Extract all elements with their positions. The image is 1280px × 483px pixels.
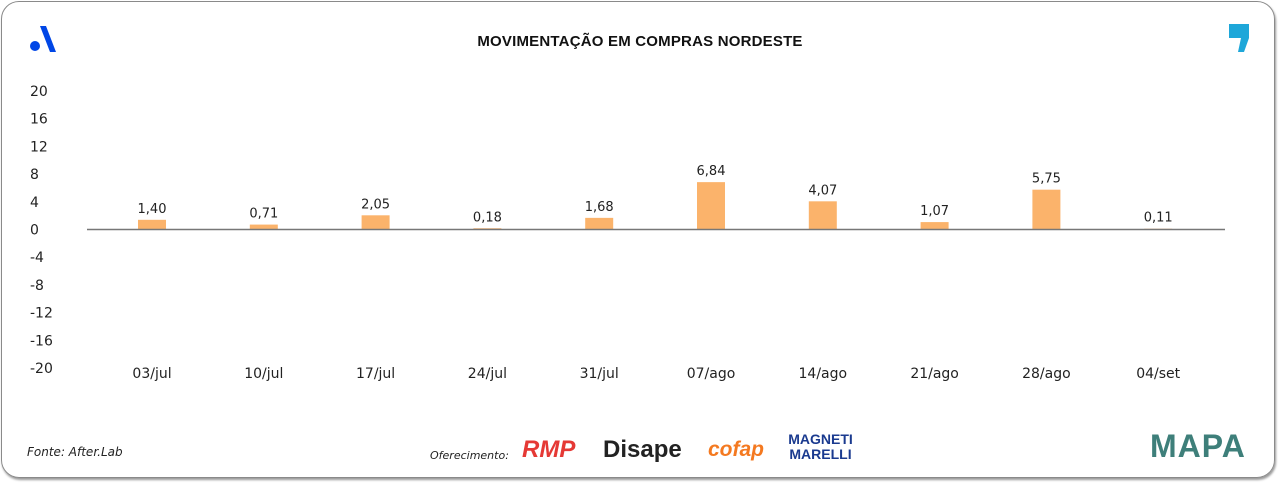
x-tick-label: 21/ago [910,366,959,382]
y-tick-label: -4 [30,250,44,266]
sponsor-logo-rmp: RMP [522,436,576,463]
data-label: 6,84 [697,164,726,179]
x-tick-label: 14/ago [799,366,848,382]
sponsor-logo-cofap: cofap [708,438,765,461]
sponsor-logo-magneti-marelli: MAGNETI MARELLI [788,431,853,462]
x-tick-label: 04/set [1136,366,1180,382]
x-tick-label: 10/jul [244,366,283,382]
data-label: 4,07 [808,183,837,198]
data-label: 1,40 [138,202,167,217]
sponsor-logo-disape: Disape [603,436,682,463]
y-tick-label: -12 [30,306,53,322]
x-tick-label: 03/jul [132,366,171,382]
chart-title: MOVIMENTAÇÃO EM COMPRAS NORDESTE [477,33,803,50]
source-text: Fonte: After.Lab [27,445,123,459]
y-tick-label: 0 [30,223,39,239]
y-tick-label: -20 [30,361,53,377]
data-label: 5,75 [1032,172,1061,187]
x-tick-label: 07/ago [687,366,736,382]
y-tick-label: -16 [30,333,53,349]
x-tick-label: 31/jul [580,366,619,382]
x-tick-label: 17/jul [356,366,395,382]
bar [920,222,949,230]
bar [585,217,614,230]
quote-logo-icon [1228,24,1252,54]
y-tick-label: 16 [30,112,48,128]
bar [361,215,390,230]
bar [808,201,837,230]
y-tick-label: 20 [30,84,48,100]
bar [138,219,166,230]
bar [697,182,725,230]
data-label: 1,68 [585,200,614,215]
y-tick-label: 8 [30,167,39,183]
data-label: 0,18 [473,210,502,225]
x-tick-label: 24/jul [468,366,507,382]
mapa-logo: MAPA [1150,428,1246,464]
data-label: 1,07 [920,204,949,219]
y-tick-label: 12 [30,139,48,155]
afterlab-logo-icon [30,22,62,54]
y-tick-label: -8 [30,278,44,294]
bar [249,224,278,230]
y-tick-label: 4 [30,195,39,211]
bar [1032,189,1061,230]
data-label: 0,71 [249,207,278,222]
data-label: 0,11 [1144,211,1173,226]
x-tick-label: 28/ago [1022,366,1071,382]
sponsor-label: Oferecimento: [430,449,509,462]
data-label: 2,05 [361,197,390,212]
